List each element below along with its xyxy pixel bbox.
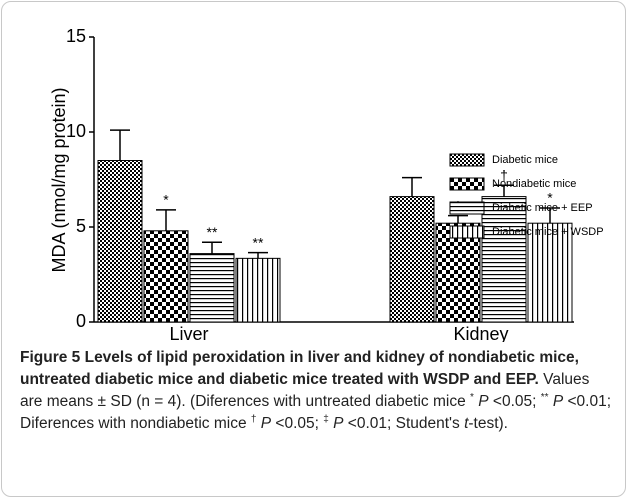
bar — [435, 222, 481, 323]
caption-text: <0.05; — [271, 415, 324, 432]
legend-label: Diabetic mice — [492, 154, 558, 166]
bar — [189, 253, 235, 323]
bar — [97, 160, 143, 323]
significance-mark: ** — [207, 224, 218, 240]
bar — [527, 222, 573, 323]
legend-label: Nondiabetic mice — [492, 178, 576, 190]
y-axis-title: MDA (nmol/mg protein) — [49, 87, 69, 272]
legend-swatch — [449, 153, 485, 167]
caption-text: P — [478, 393, 489, 410]
caption-text: t — [464, 415, 469, 432]
y-tick-label: 15 — [66, 26, 86, 46]
y-tick-label: 10 — [66, 121, 86, 141]
caption: Figure 5 Levels of lipid peroxidation in… — [20, 347, 615, 435]
caption-text: P — [552, 393, 564, 410]
legend-swatch — [449, 201, 485, 215]
y-tick-label: 5 — [76, 216, 86, 236]
legend-label: Diabetic mice + EEP — [492, 202, 593, 214]
caption-text: ‡ — [323, 413, 329, 425]
caption-text: <0.01; Student's — [343, 415, 465, 432]
x-tick-label: Kidney — [453, 324, 508, 342]
caption-text: * — [470, 391, 474, 403]
significance-mark: * — [163, 192, 169, 208]
x-tick-label: Liver — [169, 324, 208, 342]
caption-text: Values are means ± SD (n = 4). (Diferenc… — [20, 371, 590, 410]
bar — [143, 230, 189, 323]
caption-text: P — [333, 415, 344, 432]
caption-text: -test). — [468, 415, 508, 432]
significance-mark: * — [547, 190, 553, 206]
significance-mark: ** — [253, 234, 264, 250]
caption-text: <0.05; — [488, 393, 541, 410]
caption-text: <0.01; Diferences with nondiabetic mice — [20, 393, 612, 432]
significance-mark: † — [500, 167, 508, 183]
chart: MDA (nmol/mg protein) 051015Liver*****Ki… — [49, 26, 604, 342]
y-tick-label: 0 — [76, 311, 86, 331]
bar — [389, 196, 435, 323]
legend-swatch — [449, 225, 485, 239]
caption-text: P — [260, 415, 272, 432]
legend-swatch — [449, 177, 485, 191]
caption-text: Figure 5 Levels of lipid peroxidation in… — [20, 349, 579, 388]
caption-text: ** — [540, 391, 549, 403]
bar — [481, 196, 527, 323]
bar — [235, 257, 281, 323]
legend-label: Diabetic mice + WSDP — [492, 226, 604, 238]
caption-text: † — [250, 413, 257, 425]
